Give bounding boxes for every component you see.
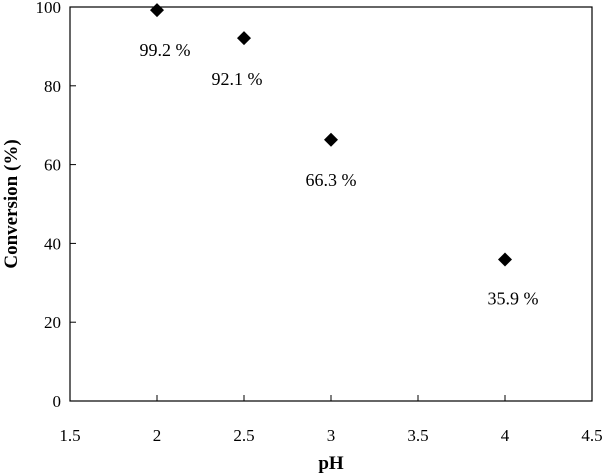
data-point: [237, 31, 251, 46]
y-tick-label: 0: [53, 392, 62, 411]
data-point: [324, 132, 338, 147]
data-point: [498, 252, 512, 267]
x-tick-label: 3: [327, 426, 336, 445]
x-tick-label: 2: [153, 426, 162, 445]
y-tick-label: 20: [44, 313, 61, 332]
y-axis-ticks: 0 20 40 60 80 100: [36, 0, 76, 411]
y-tick-label: 60: [44, 156, 61, 175]
data-label: 99.2 %: [140, 40, 191, 60]
data-label: 92.1 %: [212, 69, 263, 89]
y-tick-label: 100: [36, 0, 62, 17]
data-label: 66.3 %: [306, 170, 357, 190]
plot-area: [69, 6, 593, 402]
x-axis-title: pH: [318, 453, 344, 473]
x-tick-label: 4.5: [581, 426, 602, 445]
y-tick-label: 80: [44, 77, 61, 96]
x-tick-label: 2.5: [233, 426, 254, 445]
x-axis-ticks: 1.5 2 2.5 3 3.5 4 4.5: [59, 395, 603, 445]
data-labels: 99.2 % 92.1 % 66.3 % 35.9 %: [140, 40, 539, 308]
y-tick-label: 40: [44, 234, 61, 253]
data-point: [150, 3, 164, 18]
x-tick-label: 3.5: [407, 426, 428, 445]
y-axis-title: Conversion (%): [1, 139, 22, 268]
data-points: [150, 3, 512, 267]
x-tick-label: 4: [501, 426, 510, 445]
data-label: 35.9 %: [488, 289, 539, 309]
x-tick-label: 1.5: [59, 426, 80, 445]
